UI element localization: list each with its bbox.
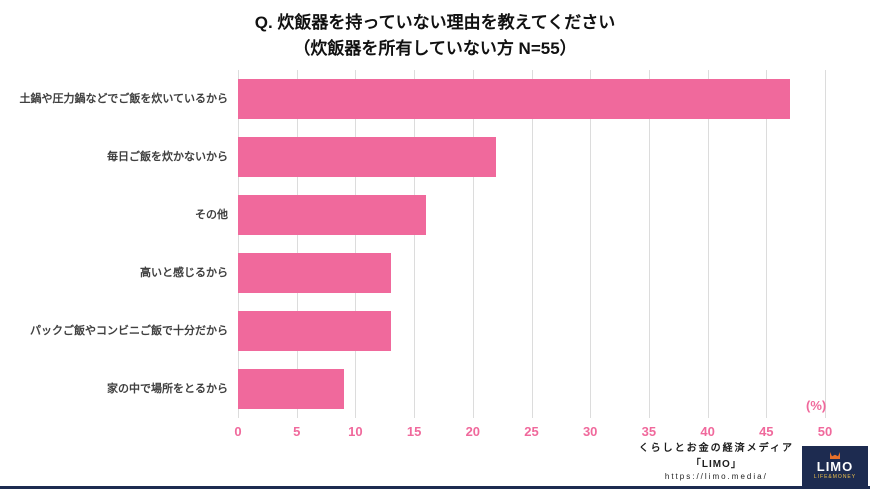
gridline (590, 70, 592, 418)
x-tick-label: 0 (234, 424, 242, 439)
bar (238, 311, 391, 351)
category-label: パックご飯やコンビニご飯で十分だから (30, 324, 228, 337)
category-label: 家の中で場所をとるから (107, 382, 228, 395)
bar (238, 137, 497, 177)
bar-track (238, 137, 825, 177)
credit-url: https://limo.media/ (664, 472, 768, 481)
x-tick-label: 30 (582, 424, 598, 439)
gridline (531, 70, 533, 418)
limo-logo: LIMO LIFE&MONEY (802, 446, 868, 486)
gridline (238, 70, 239, 418)
chart-title: Q. 炊飯器を持っていない理由を教えてください （炊飯器を所有していない方 N=… (0, 10, 870, 63)
x-tick-label: 25 (524, 424, 539, 439)
gridline (355, 70, 357, 418)
fox-icon (830, 452, 840, 459)
bar-chart: 土鍋や圧力鍋などでご飯を炊いているから毎日ご飯を炊かないからその他高いと感じるか… (0, 70, 870, 418)
x-tick-label: 5 (293, 424, 301, 439)
gridline (648, 70, 650, 418)
x-tick-label: 45 (759, 424, 774, 439)
axis-unit-label: (%) (806, 398, 827, 413)
x-tick-label: 35 (641, 424, 657, 439)
category-label: 毎日ご飯を炊かないから (107, 150, 228, 163)
logo-text: LIMO (816, 459, 854, 474)
bar-track (238, 311, 825, 351)
bottom-border-strip (0, 486, 870, 489)
chart-row: 毎日ご飯を炊かないから (0, 128, 870, 186)
chart-row: パックご飯やコンビニご飯で十分だから (0, 302, 870, 360)
bar-track (238, 195, 825, 235)
category-label: その他 (195, 208, 228, 221)
gridline (825, 70, 826, 418)
x-tick-label: 40 (700, 424, 715, 439)
gridline (472, 70, 474, 418)
x-tick-label: 50 (817, 424, 833, 439)
chart-rows: 土鍋や圧力鍋などでご飯を炊いているから毎日ご飯を炊かないからその他高いと感じるか… (0, 70, 870, 418)
bar-track (238, 253, 825, 293)
bar (238, 79, 790, 119)
bar-track (238, 369, 825, 409)
chart-row: 高いと感じるから (0, 244, 870, 302)
bar (238, 369, 344, 409)
footer-credit: くらしとお金の経済メディア 「LIMO」 https://limo.media/ (639, 439, 794, 481)
credit-media-name: くらしとお金の経済メディア (638, 443, 794, 454)
gridline (707, 70, 709, 418)
gridlines (238, 70, 826, 418)
gridline (296, 70, 298, 418)
gridline (766, 70, 768, 418)
x-axis: 0 5 10 15 20 25 30 35 40 45 50 (234, 424, 832, 444)
chart-row: その他 (0, 186, 870, 244)
bar (238, 195, 426, 235)
chart-title-line2: （炊飯器を所有していない方 N=55） (293, 39, 577, 59)
credit-brand-name: 「LIMO」 (690, 459, 742, 470)
bar (238, 253, 391, 293)
category-label: 高いと感じるから (140, 266, 228, 279)
gridline (414, 70, 416, 418)
chart-title-line1: Q. 炊飯器を持っていない理由を教えてください (254, 13, 616, 32)
x-tick-label: 20 (465, 424, 481, 439)
bar-track (238, 79, 825, 119)
x-tick-label: 15 (406, 424, 422, 439)
chart-row: 家の中で場所をとるから (0, 360, 870, 418)
chart-row: 土鍋や圧力鍋などでご飯を炊いているから (0, 70, 870, 128)
category-label: 土鍋や圧力鍋などでご飯を炊いているから (19, 92, 228, 105)
x-tick-label: 10 (348, 424, 363, 439)
logo-tagline: LIFE&MONEY (813, 474, 857, 480)
